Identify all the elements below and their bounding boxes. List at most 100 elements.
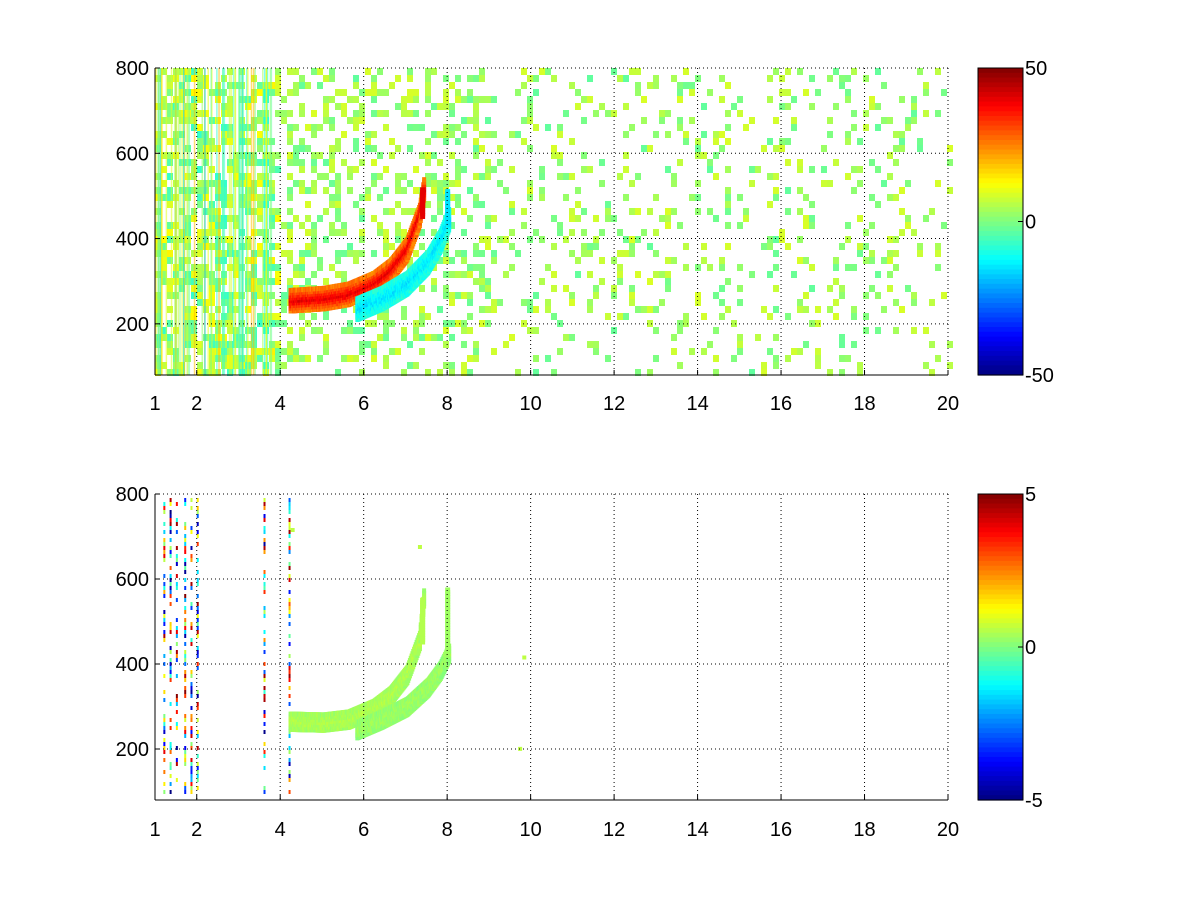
heatmap-cell <box>563 334 569 341</box>
heatmap-streak <box>216 68 218 375</box>
heatmap-cell <box>473 278 479 285</box>
heatmap-cell <box>641 145 647 152</box>
heatmap-cell <box>845 222 851 229</box>
heatmap-cell <box>761 145 767 152</box>
heatmap-streak <box>175 694 178 698</box>
heatmap-streak <box>270 68 273 375</box>
heatmap-cell <box>197 278 203 285</box>
heatmap-cell <box>773 362 779 369</box>
heatmap-cell <box>401 110 407 117</box>
heatmap-cell <box>353 327 359 334</box>
heatmap-streak <box>169 586 172 590</box>
heatmap-cell <box>779 229 785 236</box>
heatmap-cell <box>851 124 857 131</box>
heatmap-cell <box>509 201 515 208</box>
heatmap-streak <box>263 506 266 510</box>
heatmap-cell <box>215 82 221 89</box>
heatmap-streak <box>263 518 266 522</box>
heatmap-cell <box>335 194 341 201</box>
heatmap-cell <box>773 285 779 292</box>
heatmap-cell <box>665 131 671 138</box>
heatmap-cell <box>929 299 935 306</box>
heatmap-cell <box>845 131 851 138</box>
heatmap-cell <box>329 166 335 173</box>
heatmap-cell <box>425 89 431 96</box>
heatmap-cell <box>533 327 539 334</box>
heatmap-streak <box>288 530 291 534</box>
heatmap-cell <box>407 68 413 75</box>
heatmap-cell <box>857 138 863 145</box>
heatmap-cell <box>803 306 809 313</box>
heatmap-streak <box>288 598 291 602</box>
heatmap-cell <box>365 341 371 348</box>
heatmap-cell <box>893 194 899 201</box>
heatmap-streak <box>163 654 166 658</box>
heatmap-cell <box>677 159 683 166</box>
heatmap-cell <box>623 103 629 110</box>
heatmap-streak <box>184 734 187 738</box>
heatmap-cell <box>461 341 467 348</box>
heatmap-streak <box>196 630 199 634</box>
heatmap-streak <box>175 502 178 506</box>
heatmap-cell <box>299 145 305 152</box>
heatmap-cell <box>425 180 431 187</box>
heatmap-cell <box>713 152 719 159</box>
heatmap-cell <box>161 194 167 201</box>
heatmap-cell <box>923 327 929 334</box>
heatmap-cell <box>299 334 305 341</box>
heatmap-cell <box>371 355 377 362</box>
heatmap-cell <box>455 89 461 96</box>
heatmap-cell <box>899 229 905 236</box>
heatmap-cell <box>479 236 485 243</box>
heatmap-cell <box>275 215 281 222</box>
heatmap-cell <box>623 166 629 173</box>
colorbar-segment <box>978 178 1023 184</box>
heatmap-cell <box>779 138 785 145</box>
heatmap-cell <box>479 96 485 103</box>
heatmap-cell <box>515 89 521 96</box>
heatmap-cell <box>617 264 623 271</box>
heatmap-cell <box>371 215 377 222</box>
heatmap-streak <box>288 778 291 782</box>
heatmap-streak <box>196 666 199 670</box>
heatmap-cell <box>335 180 341 187</box>
heatmap-streak <box>175 762 178 766</box>
heatmap-cell <box>473 194 479 201</box>
heatmap-cell <box>587 75 593 82</box>
heatmap-cell <box>299 166 305 173</box>
heatmap-streak <box>175 554 178 558</box>
heatmap-cell <box>257 117 263 124</box>
heatmap-streak <box>175 658 178 662</box>
heatmap-cell <box>923 110 929 117</box>
heatmap-streak <box>288 702 291 706</box>
heatmap-cell <box>527 110 533 117</box>
heatmap-cell <box>581 96 587 103</box>
heatmap-cell <box>827 306 833 313</box>
heatmap-cell <box>743 215 749 222</box>
heatmap-streak <box>288 518 291 522</box>
heatmap-cell <box>863 124 869 131</box>
heatmap-cell <box>419 334 425 341</box>
heatmap-cell <box>623 75 629 82</box>
heatmap-streak <box>169 726 172 730</box>
heatmap-cell <box>365 89 371 96</box>
heatmap-streak <box>184 566 187 570</box>
heatmap-cell <box>923 215 929 222</box>
heatmap-cell <box>815 362 821 369</box>
heatmap-streak <box>175 582 178 586</box>
heatmap-streak <box>163 502 166 506</box>
heatmap-cell <box>455 166 461 173</box>
heatmap-cell <box>695 208 701 215</box>
heatmap-cell <box>791 117 797 124</box>
heatmap-cell <box>425 369 431 376</box>
heatmap-cell <box>323 75 329 82</box>
heatmap-cell <box>665 110 671 117</box>
heatmap-streak <box>163 674 166 678</box>
heatmap-cell <box>161 131 167 138</box>
heatmap-cell <box>839 243 845 250</box>
heatmap-cell <box>323 173 329 180</box>
heatmap-cell <box>665 215 671 222</box>
heatmap-cell <box>167 138 173 145</box>
heatmap-cell <box>455 320 461 327</box>
heatmap-streak <box>196 530 199 534</box>
